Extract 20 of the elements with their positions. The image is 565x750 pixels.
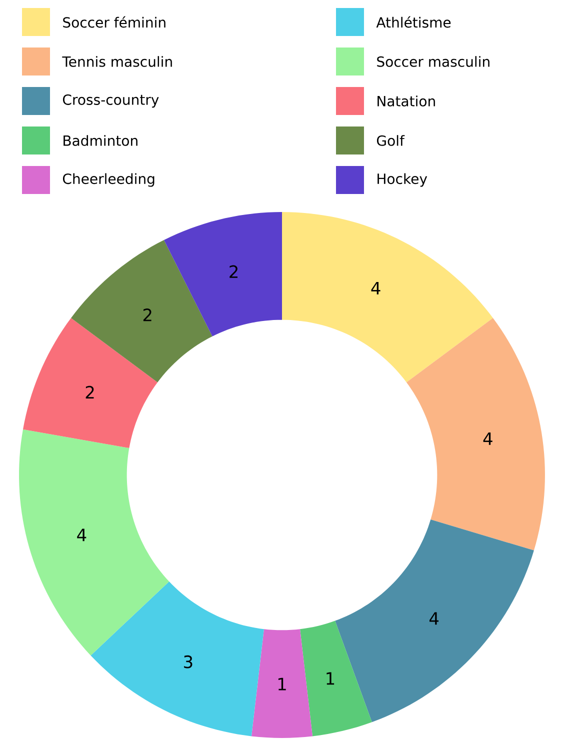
legend-label: Cross-country: [62, 94, 159, 108]
data-label: 2: [230, 265, 238, 278]
legend-label: Natation: [378, 96, 435, 106]
legend-label: Cheerleeding: [62, 173, 154, 187]
legend-label: Athlétisme: [376, 16, 451, 28]
data-label: 4: [429, 612, 439, 625]
data-label: 2: [86, 386, 94, 398]
data-label: 4: [77, 528, 86, 542]
legend-label: Soccer féminin: [63, 16, 166, 28]
legend-label: Golf: [376, 135, 405, 146]
legend-label: Badminton: [64, 135, 138, 146]
data-label: 2: [143, 308, 152, 322]
data-label: 4: [483, 432, 492, 445]
legend-label: Hockey: [378, 173, 428, 187]
data-label: 4: [371, 282, 380, 294]
data-label: 1: [326, 672, 334, 685]
legend-label: Soccer masculin: [377, 56, 490, 67]
legend-label: Tennis masculin: [62, 56, 172, 67]
data-label: 1: [278, 678, 286, 690]
data-label: 3: [184, 655, 192, 668]
